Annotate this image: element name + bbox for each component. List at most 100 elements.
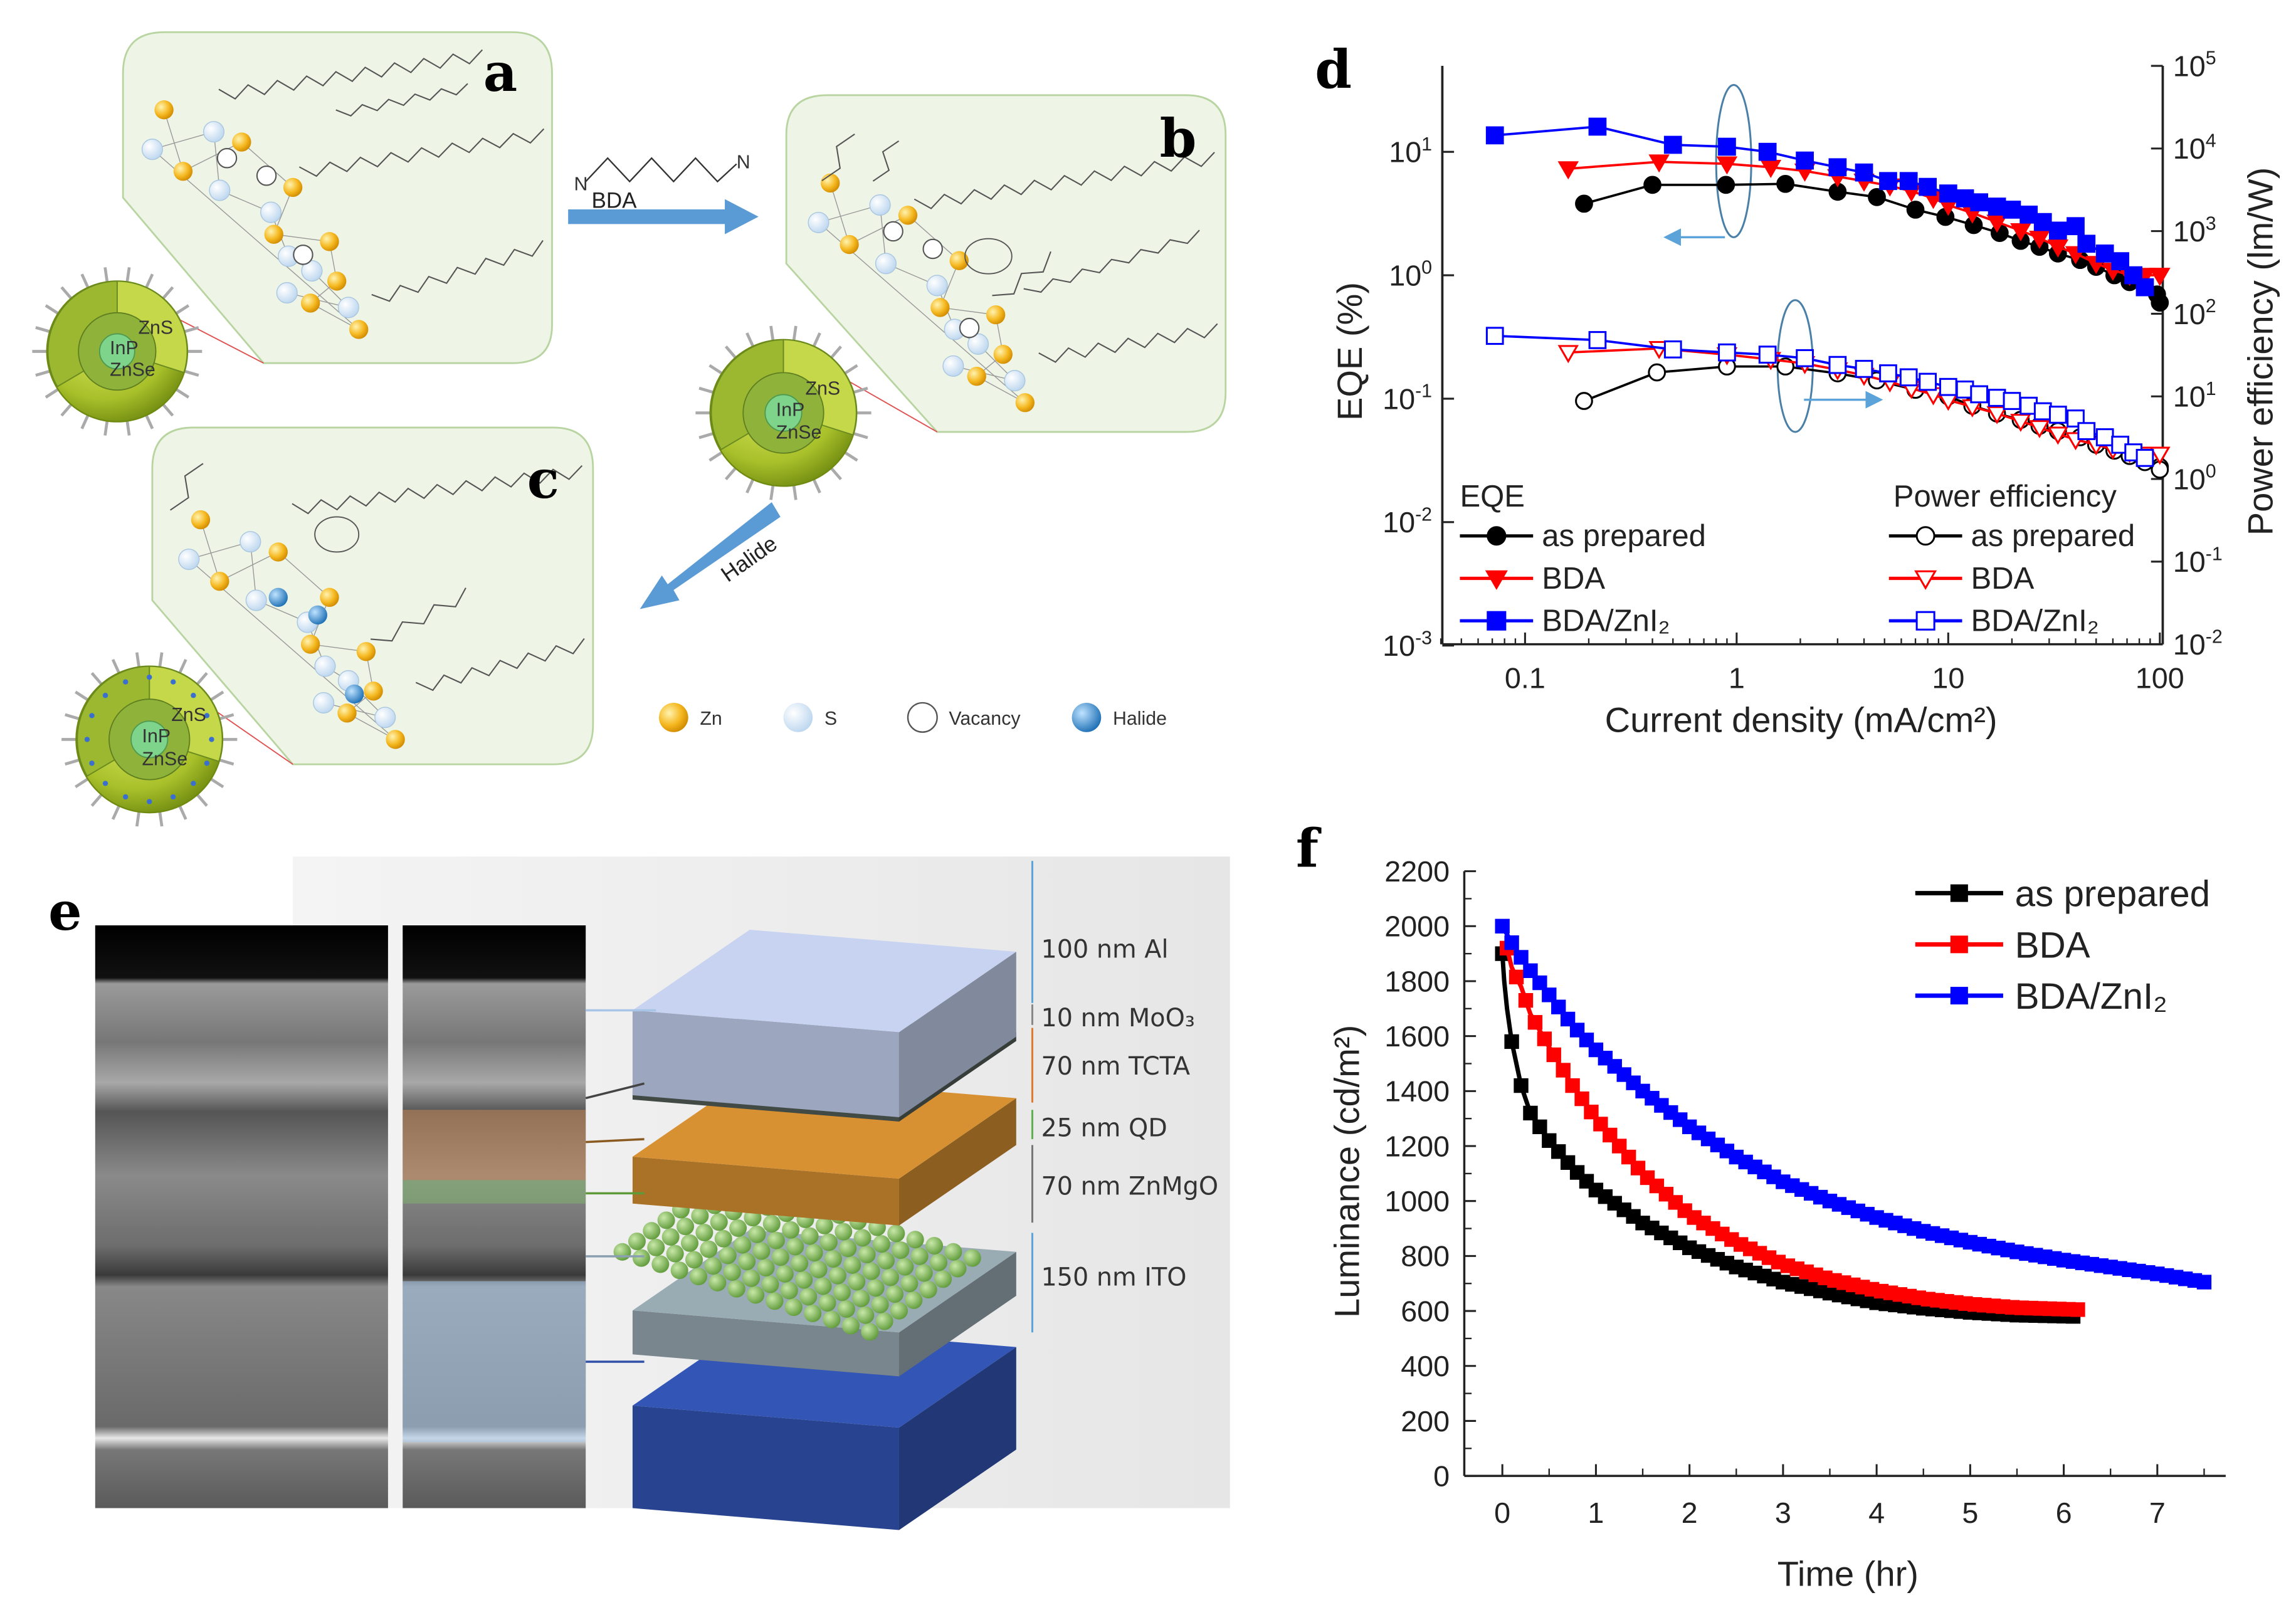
qd-sphere — [871, 1295, 889, 1313]
bda-chelate-ring — [314, 516, 360, 553]
qd-sphere — [881, 1268, 899, 1286]
device-structure-panel: e 100 nm Al 10 nm MoO₃ 70 nm TCTA 25 nm QD 7… — [48, 856, 1230, 1530]
panel-label-d: d — [1315, 38, 1352, 100]
data-point — [2029, 231, 2050, 249]
ligand-chain — [415, 638, 585, 692]
data-point — [1796, 151, 1814, 170]
zinc-atom — [1015, 393, 1035, 413]
ligand-stub — [75, 690, 89, 702]
data-point — [1546, 1047, 1561, 1063]
layer-front-face — [632, 1157, 899, 1226]
y-tick-label: 1200 — [1384, 1130, 1450, 1162]
data-point — [1648, 363, 1667, 382]
zinc-atom — [840, 234, 859, 255]
data-point — [2029, 420, 2050, 439]
x-axis-title: Time (hr) — [1777, 1554, 1919, 1593]
ligand-chain — [298, 128, 545, 177]
zinc-atom — [356, 642, 376, 661]
layer-guide-arrow — [585, 1082, 645, 1100]
zinc-atom — [821, 173, 840, 193]
legend-marker — [1487, 611, 1507, 631]
halide-dot — [147, 799, 152, 804]
qd-sphere — [632, 1249, 650, 1267]
halide-dot — [102, 781, 108, 786]
data-point — [1906, 201, 1925, 219]
layer-side-face — [898, 1251, 1016, 1377]
zinc-atom — [386, 730, 405, 749]
qd-sphere — [708, 1273, 727, 1291]
data-point — [1509, 969, 1524, 985]
ligand-stub — [219, 713, 234, 720]
qd-sphere — [862, 1262, 880, 1280]
data-point — [1899, 368, 1918, 387]
bda-ligand — [371, 587, 466, 642]
data-point — [1565, 1078, 1580, 1093]
zinc-atom — [232, 132, 251, 152]
qd-sphere — [815, 1216, 833, 1234]
legend-marker — [1950, 884, 1968, 902]
y-tick-label: 2200 — [1384, 855, 1450, 888]
data-point — [1551, 1144, 1566, 1159]
qd-sphere — [890, 1302, 908, 1320]
data-point — [1879, 364, 1897, 382]
legend-marker — [1915, 611, 1935, 631]
vacancy-site — [959, 317, 980, 339]
ligand-stub — [145, 273, 154, 288]
legend-label: Vacancy — [949, 708, 1021, 729]
y-tick-label: 200 — [1401, 1405, 1450, 1438]
x-tick-label: 6 — [2056, 1497, 2072, 1529]
sulfur-atom — [374, 707, 396, 729]
data-point — [2048, 221, 2067, 240]
y-tick-label: 2000 — [1384, 910, 1450, 943]
x-tick-label: 7 — [2149, 1497, 2166, 1529]
qd-sphere — [925, 1236, 944, 1255]
qd-sphere — [651, 1255, 670, 1273]
qd-sphere — [767, 1231, 785, 1249]
x-tick-label: 2 — [1682, 1497, 1698, 1529]
legend-marker — [1485, 570, 1508, 590]
qd-sphere — [887, 1224, 905, 1243]
y-left-tick-label: 101 — [1389, 134, 1432, 169]
ligand-chain — [1038, 323, 1218, 363]
ligand-stub — [178, 658, 187, 674]
y-tick-label: 400 — [1401, 1350, 1450, 1382]
qd-sphere — [856, 1306, 875, 1324]
ligand-stub — [111, 805, 120, 820]
halide-dot — [123, 794, 129, 800]
bond — [163, 109, 184, 172]
ligand-stub — [708, 364, 723, 375]
qd-sphere — [729, 1219, 747, 1237]
qd-shell-label: ZnS — [806, 378, 841, 399]
qd-sphere — [647, 1238, 665, 1256]
data-point — [2070, 1302, 2085, 1317]
y-tick-label: 600 — [1401, 1295, 1450, 1327]
qd-sphere — [885, 1285, 903, 1303]
data-point — [1868, 187, 1886, 206]
ligand-stub — [162, 403, 174, 417]
data-point — [1776, 174, 1794, 193]
ligand-chain — [1023, 229, 1200, 293]
ligand-stub — [80, 414, 90, 429]
ligand-stub — [35, 369, 50, 377]
y-tick-label: 1000 — [1384, 1185, 1450, 1218]
qd-sphere — [742, 1269, 761, 1287]
qd-sphere — [910, 1247, 929, 1265]
data-point — [1939, 377, 1957, 396]
y-right-tick-label: 10-2 — [2173, 626, 2223, 661]
y-right-tick-label: 103 — [2173, 213, 2216, 248]
qd-sphere — [906, 1231, 924, 1249]
ligand-stub — [196, 671, 208, 685]
data-point — [2135, 278, 2154, 297]
data-point — [2077, 234, 2096, 253]
layer-front-face — [632, 1310, 899, 1377]
halide-dot — [204, 713, 210, 718]
data-point — [1717, 176, 1735, 194]
data-point — [1560, 1011, 1576, 1027]
ligand-stub — [792, 325, 798, 341]
ligand-stub — [125, 267, 131, 282]
qd-sphere — [719, 1246, 737, 1265]
legend-label: BDA/ZnI₂ — [2015, 976, 2167, 1017]
chart-f-luminance-lifetime: f 0 200 400 600 800 1000 1200 1400 1600 1800 2000 2… — [1296, 818, 2226, 1593]
data-point — [1523, 963, 1538, 978]
x-tick-label: 10 — [1932, 662, 1964, 695]
